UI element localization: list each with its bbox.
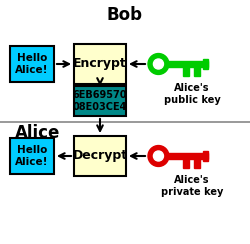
Bar	[158, 153, 208, 159]
Bar	[194, 67, 200, 76]
Bar	[194, 159, 200, 168]
Text: Alice: Alice	[15, 124, 60, 142]
Text: Hello
Alice!: Hello Alice!	[15, 53, 49, 75]
Bar	[203, 59, 208, 69]
Text: Alice's
public key: Alice's public key	[164, 83, 220, 105]
Bar	[183, 67, 189, 76]
Circle shape	[148, 53, 169, 74]
FancyBboxPatch shape	[74, 136, 126, 176]
FancyBboxPatch shape	[74, 44, 126, 84]
Bar	[158, 61, 208, 67]
Bar	[183, 159, 189, 168]
Text: 6EB69570
08E03CE4: 6EB69570 08E03CE4	[73, 90, 127, 112]
FancyBboxPatch shape	[10, 138, 54, 174]
Bar	[203, 151, 208, 161]
Text: Decrypt: Decrypt	[72, 150, 128, 163]
Circle shape	[148, 146, 169, 166]
Text: Alice's
private key: Alice's private key	[161, 175, 223, 197]
FancyBboxPatch shape	[10, 46, 54, 82]
Text: Hello
Alice!: Hello Alice!	[15, 145, 49, 167]
Text: Bob: Bob	[107, 6, 143, 24]
Circle shape	[154, 59, 164, 69]
FancyBboxPatch shape	[74, 86, 126, 116]
Circle shape	[154, 151, 164, 161]
Text: Encrypt: Encrypt	[73, 58, 127, 71]
